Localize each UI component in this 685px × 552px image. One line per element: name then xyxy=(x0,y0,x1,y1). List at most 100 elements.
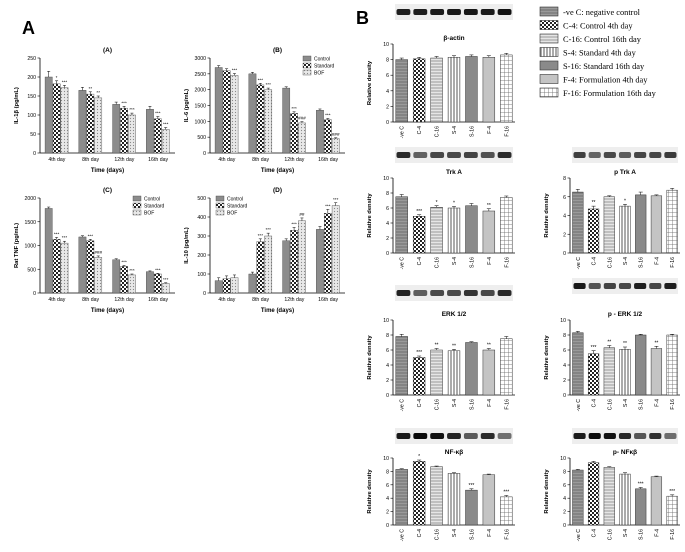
x-tick-label: S-4 xyxy=(452,529,458,537)
bar-standard xyxy=(256,84,265,154)
x-tick-label: 12th day xyxy=(284,157,304,163)
significance-label: ** xyxy=(654,340,658,346)
y-tick-label: 2 xyxy=(386,510,389,516)
blot-band xyxy=(573,433,586,439)
bar-C-4 xyxy=(587,462,600,526)
bar-S-4 xyxy=(619,473,631,526)
x-tick-label: C-4 xyxy=(417,126,423,134)
blot-band xyxy=(480,290,495,296)
y-tick-label: 8 xyxy=(386,191,389,197)
bar-F-4 xyxy=(650,476,663,526)
blot-band xyxy=(649,283,662,289)
blot-band xyxy=(396,9,411,15)
x-tick-label: C-16 xyxy=(607,257,613,268)
y-tick-label: 150 xyxy=(27,94,36,100)
significance-label: *** xyxy=(416,209,422,215)
bar--ve C xyxy=(395,196,408,254)
blot-band xyxy=(447,290,461,296)
blot-band xyxy=(396,290,411,296)
blot-band xyxy=(588,433,601,439)
y-tick-label: 4 xyxy=(386,496,389,502)
bar-F-4 xyxy=(482,210,496,254)
bar-S-4 xyxy=(447,473,461,526)
x-tick-label: F-4 xyxy=(487,126,493,134)
x-tick-label: S-16 xyxy=(639,257,645,268)
bar-bof xyxy=(161,283,170,294)
y-tick-label: 3000 xyxy=(194,56,206,62)
legend-b-label: C-16: Control 16th day xyxy=(563,35,642,44)
significance-label: *** xyxy=(325,112,331,117)
y-tick-label: 100 xyxy=(27,113,36,119)
blot-band xyxy=(396,433,411,439)
y-tick-label: 8 xyxy=(386,333,389,339)
legend-b-label: F-16: Formulation 16th day xyxy=(563,89,657,98)
x-tick-label: 8th day xyxy=(252,297,269,303)
significance-label: *** xyxy=(258,233,264,238)
panel-a-label: A xyxy=(22,18,35,38)
bar-F-16 xyxy=(666,495,678,526)
bar-control xyxy=(112,259,121,294)
chart-B-actin: 0 2 4 6 8 10 β-actin Relative density -ve C C-4 C-… xyxy=(367,4,515,138)
blot-band xyxy=(396,152,411,158)
y-tick-label: 4 xyxy=(563,363,566,369)
bar-bof xyxy=(94,257,103,294)
y-tick-label: 1500 xyxy=(24,220,36,226)
chart-title: (B) xyxy=(273,47,282,54)
y-tick-label: 500 xyxy=(197,135,206,141)
legend-b-swatch xyxy=(539,60,559,71)
x-axis-label: Time (days) xyxy=(91,168,124,174)
bar-S-16 xyxy=(465,342,478,396)
y-tick-label: 2000 xyxy=(194,88,206,94)
bar-control xyxy=(44,208,53,294)
significance-label: ** xyxy=(487,203,491,209)
bar-bof xyxy=(128,114,136,154)
bar-standard xyxy=(120,107,128,154)
bar-control xyxy=(214,67,223,154)
legend-b-swatch xyxy=(539,33,559,44)
x-tick-label: -ve C xyxy=(400,126,406,139)
bar-F-16 xyxy=(666,334,678,396)
blot-band xyxy=(603,152,616,158)
significance-label: ** xyxy=(607,340,611,346)
bar-bof xyxy=(230,75,239,154)
bar-standard xyxy=(153,273,162,294)
bar-control xyxy=(78,236,87,294)
blot-band xyxy=(497,433,512,439)
blot-band xyxy=(497,9,512,15)
y-tick-label: 2000 xyxy=(24,196,36,202)
significance-label: *** xyxy=(266,82,272,87)
y-tick-label: 0 xyxy=(33,151,36,157)
x-tick-label: F-4 xyxy=(487,529,493,537)
blot-band xyxy=(603,433,616,439)
y-axis-label: Relative density xyxy=(544,193,550,238)
significance-label: ### xyxy=(332,132,340,137)
y-tick-label: 2 xyxy=(563,232,566,238)
significance-label: * xyxy=(436,200,438,206)
y-tick-label: 8 xyxy=(386,58,389,64)
legend-b-label: -ve C: negative control xyxy=(563,8,641,17)
x-tick-label: S-4 xyxy=(623,257,629,265)
blot-band xyxy=(618,283,632,289)
x-axis-label: Time (days) xyxy=(261,168,294,174)
x-tick-label: 8th day xyxy=(82,157,99,163)
chart-title: NF-κβ xyxy=(445,449,463,456)
bar-standard xyxy=(323,212,332,294)
y-tick-label: 0 xyxy=(386,393,389,399)
bar-standard xyxy=(222,278,231,294)
bar-bof xyxy=(230,277,239,294)
x-tick-label: C-16 xyxy=(607,529,613,540)
y-axis-label: IL-1β (pg/mL) xyxy=(14,87,20,124)
significance-label: *** xyxy=(266,227,272,232)
chart-title: p - ERK 1/2 xyxy=(608,311,643,318)
legend-b-swatch xyxy=(539,20,559,30)
x-tick-label: F-4 xyxy=(487,399,493,407)
legend-b-label: C-4: Control 4th day xyxy=(563,22,633,31)
x-tick-label: C-4 xyxy=(592,399,598,407)
y-tick-label: 100 xyxy=(197,272,206,278)
blot-band xyxy=(413,433,428,439)
y-tick-label: 10 xyxy=(383,42,389,48)
bar-C-16 xyxy=(603,467,615,526)
x-tick-label: F-16 xyxy=(504,399,510,410)
x-tick-label: 16th day xyxy=(318,297,338,303)
